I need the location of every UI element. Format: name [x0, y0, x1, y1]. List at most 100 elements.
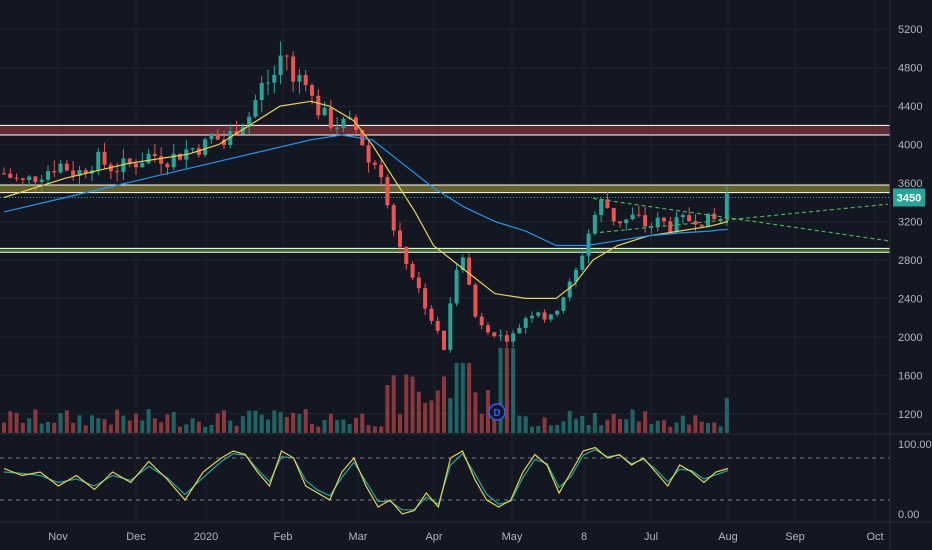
- candle[interactable]: [140, 152, 145, 168]
- candle[interactable]: [159, 147, 164, 174]
- candle[interactable]: [284, 54, 289, 71]
- candle[interactable]: [706, 213, 710, 227]
- candle[interactable]: [599, 197, 604, 223]
- candle[interactable]: [423, 283, 428, 316]
- candle[interactable]: [33, 175, 38, 192]
- candle[interactable]: [203, 137, 208, 157]
- dividend-marker[interactable]: D: [488, 403, 506, 421]
- candle[interactable]: [498, 329, 503, 342]
- candle[interactable]: [146, 148, 151, 165]
- candle[interactable]: [272, 65, 277, 94]
- candle[interactable]: [674, 211, 679, 235]
- candle[interactable]: [253, 94, 258, 119]
- candle[interactable]: [127, 158, 132, 168]
- candle[interactable]: [335, 116, 340, 136]
- candle[interactable]: [555, 309, 560, 317]
- candle[interactable]: [20, 177, 25, 186]
- candle[interactable]: [27, 174, 32, 186]
- candle[interactable]: [492, 331, 497, 338]
- candle[interactable]: [71, 161, 76, 181]
- candle[interactable]: [39, 174, 44, 193]
- candle[interactable]: [416, 271, 421, 294]
- candle[interactable]: [636, 205, 641, 218]
- candle[interactable]: [567, 278, 572, 302]
- candle[interactable]: [58, 160, 63, 175]
- candle-body: [297, 75, 302, 82]
- candle[interactable]: [486, 322, 490, 336]
- candle[interactable]: [536, 311, 541, 318]
- candle[interactable]: [530, 311, 534, 323]
- candle-body: [580, 255, 585, 270]
- candle[interactable]: [435, 316, 440, 334]
- candle[interactable]: [580, 249, 585, 272]
- candle[interactable]: [322, 101, 327, 116]
- candle-body: [121, 158, 126, 173]
- candle[interactable]: [479, 312, 484, 330]
- candle[interactable]: [259, 76, 264, 113]
- candle[interactable]: [592, 211, 597, 236]
- candle[interactable]: [523, 316, 528, 334]
- candle[interactable]: [618, 221, 622, 228]
- candle[interactable]: [467, 253, 472, 286]
- candle[interactable]: [316, 89, 321, 120]
- candle[interactable]: [278, 41, 283, 85]
- candle[interactable]: [586, 229, 591, 264]
- candle[interactable]: [328, 99, 333, 131]
- candle[interactable]: [454, 263, 459, 307]
- candle[interactable]: [655, 212, 660, 232]
- candle[interactable]: [548, 313, 553, 322]
- candle[interactable]: [209, 132, 214, 145]
- candle[interactable]: [391, 203, 396, 237]
- candle[interactable]: [680, 212, 685, 224]
- candle[interactable]: [410, 261, 415, 281]
- volume-bar: [680, 415, 685, 433]
- candle[interactable]: [366, 139, 371, 173]
- candle[interactable]: [266, 69, 270, 95]
- candle[interactable]: [442, 330, 446, 351]
- candle[interactable]: [429, 305, 434, 325]
- candle[interactable]: [687, 207, 692, 222]
- candle[interactable]: [215, 129, 220, 140]
- candle[interactable]: [52, 160, 57, 178]
- candle[interactable]: [448, 297, 453, 353]
- candle[interactable]: [385, 174, 390, 209]
- candle[interactable]: [649, 222, 654, 234]
- candle[interactable]: [511, 330, 516, 347]
- candle[interactable]: [247, 112, 252, 134]
- candle[interactable]: [662, 216, 666, 226]
- candle[interactable]: [178, 153, 182, 161]
- candle[interactable]: [611, 207, 616, 226]
- candle-body: [64, 163, 69, 171]
- candle[interactable]: [624, 219, 629, 231]
- candle[interactable]: [372, 160, 377, 170]
- candle[interactable]: [379, 156, 384, 187]
- candle[interactable]: [102, 142, 107, 170]
- candle[interactable]: [561, 296, 566, 314]
- candle[interactable]: [14, 173, 19, 182]
- candle[interactable]: [2, 167, 6, 175]
- volume-bar: [209, 425, 214, 433]
- candle[interactable]: [291, 51, 296, 92]
- candle[interactable]: [693, 214, 698, 233]
- candle[interactable]: [404, 245, 409, 270]
- candle[interactable]: [228, 123, 233, 149]
- candle[interactable]: [473, 282, 478, 319]
- candle[interactable]: [222, 131, 226, 150]
- candle[interactable]: [574, 267, 578, 288]
- candle[interactable]: [504, 330, 509, 348]
- candle-body: [724, 193, 729, 220]
- candle[interactable]: [64, 159, 69, 172]
- candle[interactable]: [630, 207, 635, 221]
- candle[interactable]: [310, 83, 314, 105]
- candle[interactable]: [8, 168, 13, 179]
- candle[interactable]: [297, 69, 302, 94]
- candle-body: [548, 314, 553, 320]
- candle[interactable]: [398, 222, 402, 254]
- candle[interactable]: [341, 116, 346, 132]
- candle[interactable]: [542, 309, 547, 323]
- candle[interactable]: [517, 324, 522, 334]
- candle[interactable]: [190, 147, 195, 153]
- candle[interactable]: [460, 254, 465, 273]
- candle[interactable]: [303, 70, 308, 92]
